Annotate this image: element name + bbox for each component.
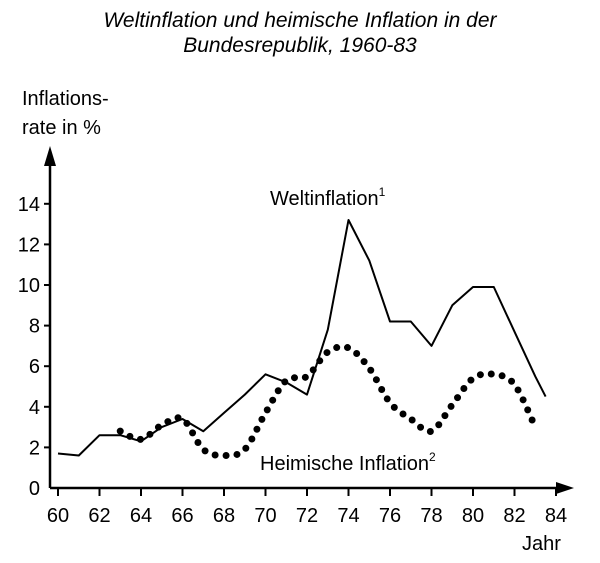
y-tick-label: 4 (29, 397, 40, 419)
x-tick-label: 80 (462, 505, 484, 527)
y-axis-label-line-1: Inflations- (22, 88, 109, 110)
y-tick-label: 2 (29, 437, 40, 459)
x-tick-label: 74 (337, 505, 359, 527)
series-label-heimische-inflation-name: Heimische Inflation (260, 453, 429, 475)
weltinflation-line (57, 219, 547, 457)
x-tick-label: 68 (213, 505, 235, 527)
y-tick-label: 12 (18, 234, 40, 256)
y-tick-label: 0 (29, 478, 40, 500)
series-label-weltinflation-name: Weltinflation (270, 188, 379, 210)
series-label-weltinflation: Weltinflation1 (270, 185, 386, 210)
series-label-heimische-inflation-superscript: 2 (429, 450, 436, 464)
x-ticks-group: 60 62 64 66 68 70 72 74 76 78 80 82 84 (47, 488, 567, 527)
x-tick-label: 62 (88, 505, 110, 527)
x-tick-label: 78 (420, 505, 442, 527)
x-tick-label: 64 (130, 505, 152, 527)
heimische-inflation-dotted-line (116, 343, 539, 460)
series-heimische-inflation-group (116, 343, 539, 460)
x-tick-label: 60 (47, 505, 69, 527)
y-axis-arrowhead (44, 146, 56, 166)
x-tick-label: 84 (545, 505, 567, 527)
series-label-weltinflation-superscript: 1 (379, 185, 386, 199)
y-tick-label: 10 (18, 275, 40, 297)
x-tick-label: 76 (379, 505, 401, 527)
y-axis-label-line-2: rate in % (22, 117, 101, 139)
chart-title-line-1: Weltinflation und heimische Inflation in… (103, 9, 497, 32)
x-tick-label: 82 (503, 505, 525, 527)
y-tick-label: 6 (29, 356, 40, 378)
x-tick-label: 72 (296, 505, 318, 527)
x-axis-label: Jahr (522, 533, 561, 555)
series-label-heimische-inflation: Heimische Inflation2 (260, 450, 436, 475)
series-weltinflation-group (57, 219, 547, 457)
x-tick-label: 66 (171, 505, 193, 527)
x-tick-label: 70 (254, 505, 276, 527)
chart-title-line-2: Bundesrepublik, 1960-83 (183, 34, 417, 57)
y-tick-label: 14 (18, 194, 40, 216)
y-tick-label: 8 (29, 316, 40, 338)
x-axis-arrowhead (556, 482, 574, 494)
y-ticks-group: 0 2 4 6 8 10 12 14 (18, 194, 50, 500)
